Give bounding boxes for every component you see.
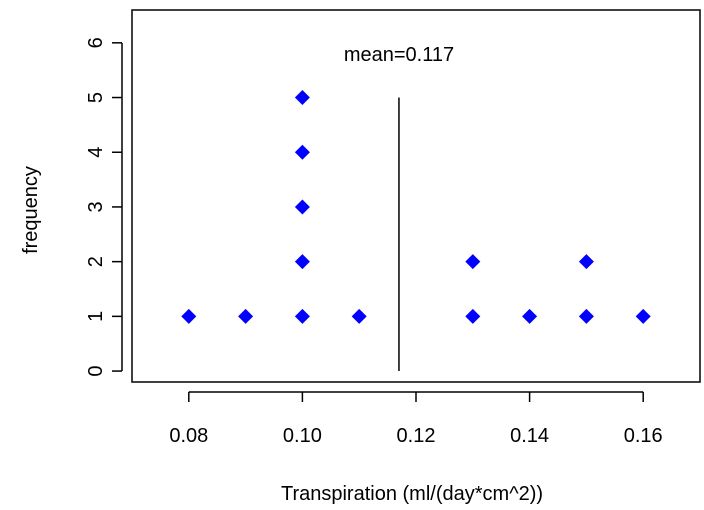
x-tick-label: 0.08 (169, 425, 208, 447)
x-tick-label: 0.10 (283, 425, 322, 447)
x-axis: 0.08 0.10 0.12 0.14 0.16 (169, 391, 663, 447)
y-tick-label: 4 (85, 147, 107, 158)
data-point (522, 308, 538, 324)
x-tick-label: 0.14 (510, 425, 549, 447)
y-tick-label: 6 (85, 37, 107, 48)
y-tick-label: 0 (85, 365, 107, 376)
data-point (578, 254, 594, 270)
data-point (238, 308, 254, 324)
data-point (294, 254, 310, 270)
y-tick-label: 3 (85, 201, 107, 212)
x-axis-title: Transpiration (ml/(day*cm^2)) (281, 483, 543, 505)
data-point (294, 90, 310, 106)
data-point (181, 308, 197, 324)
x-tick-label: 0.12 (397, 425, 436, 447)
y-axis: 0 1 2 3 4 5 6 (85, 37, 123, 377)
y-tick-label: 1 (85, 311, 107, 322)
x-tick-label: 0.16 (624, 425, 663, 447)
data-point (294, 199, 310, 215)
data-point (635, 308, 651, 324)
data-point (294, 308, 310, 324)
data-point (465, 254, 481, 270)
mean-annotation: mean=0.117 (344, 44, 454, 66)
plot-frame (131, 9, 701, 383)
data-point (294, 144, 310, 160)
data-point (465, 308, 481, 324)
data-point (351, 308, 367, 324)
y-tick-label: 5 (85, 92, 107, 103)
y-tick-label: 2 (85, 256, 107, 267)
data-points (181, 90, 651, 324)
y-axis-title: frequency (20, 166, 42, 254)
data-point (578, 308, 594, 324)
